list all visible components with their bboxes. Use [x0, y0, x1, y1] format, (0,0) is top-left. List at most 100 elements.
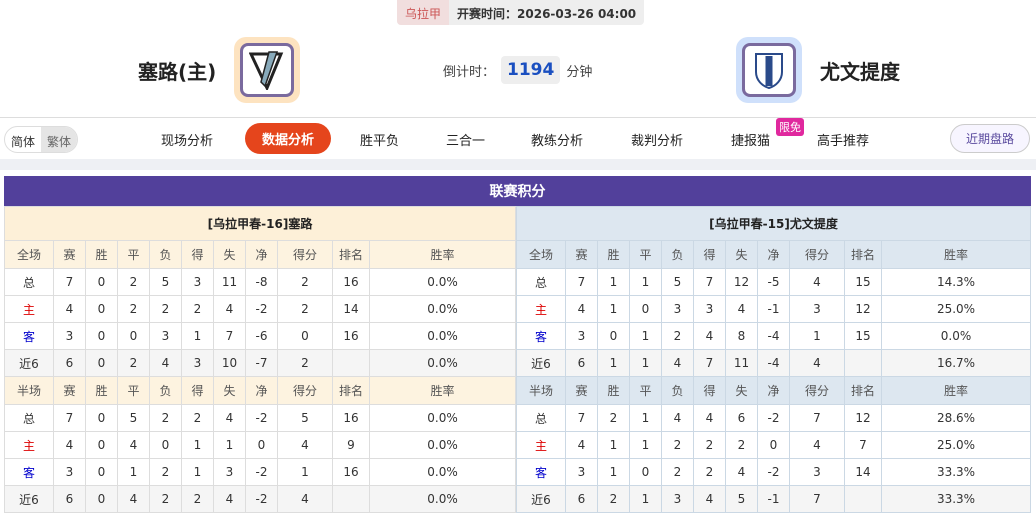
stat-cell: 12: [844, 404, 882, 432]
away-standings-table: [乌拉甲春-15]尤文提度 全场赛胜平负得失净得分 排名 胜率总 7 1 1 5 7 12 -5 4 1…: [516, 206, 1031, 513]
column-header: 排名: [844, 376, 882, 405]
table-row: 总 7 1 1 5 7 12 -5 4 15 14.3%: [516, 268, 1031, 296]
stat-cell: 4: [213, 295, 246, 323]
column-header: 赛: [565, 376, 598, 405]
table-row: 总 7 0 2 5 3 11 -8 2 16 0.0%: [4, 268, 516, 296]
stat-cell: 4: [693, 322, 726, 350]
stat-cell: 2: [117, 349, 150, 377]
kickoff-time: 开赛时间：2026-03-26 04:00: [457, 7, 637, 21]
table-row: 主 4 0 4 0 1 1 0 4 9 0.0%: [4, 431, 516, 459]
stat-cell: 25.0%: [881, 295, 1031, 323]
away-team-logo: [736, 37, 802, 103]
stat-cell: 5: [277, 404, 333, 432]
team-caption: [乌拉甲春-15]尤文提度: [516, 206, 1031, 241]
stat-cell: 3: [149, 322, 182, 350]
stat-cell: 1: [277, 458, 333, 486]
stat-cell: 4: [693, 404, 726, 432]
stat-cell: 4: [117, 485, 150, 513]
stat-cell: -2: [757, 458, 790, 486]
stat-cell: 4: [693, 485, 726, 513]
language-toggle[interactable]: 简体 繁体: [4, 126, 79, 153]
column-header: 胜率: [881, 376, 1031, 405]
stat-cell: 11: [213, 268, 246, 296]
column-header: 胜率: [881, 240, 1031, 269]
tab-live-analysis[interactable]: 现场分析: [161, 134, 214, 149]
league-label[interactable]: 乌拉甲: [397, 0, 450, 25]
tab-referee-analysis[interactable]: 裁判分析: [631, 134, 684, 149]
stat-cell: 2: [661, 458, 694, 486]
tab-1x2[interactable]: 胜平负: [360, 134, 400, 149]
tab-jiebaomao[interactable]: 捷报猫: [731, 134, 771, 149]
row-label: 客: [4, 458, 54, 486]
stat-cell: 2: [693, 458, 726, 486]
stat-cell: 1: [181, 431, 214, 459]
column-header: 负: [149, 376, 182, 405]
away-team-name[interactable]: 尤文提度: [820, 59, 900, 84]
stat-cell: 1: [597, 458, 630, 486]
stat-cell: 11: [725, 349, 758, 377]
row-label: 主: [4, 431, 54, 459]
stat-cell: -2: [245, 295, 278, 323]
stat-cell: -7: [245, 349, 278, 377]
countdown: 倒计时： 1194 分钟: [443, 56, 592, 84]
home-team-name[interactable]: 塞路(主): [138, 59, 217, 84]
stat-cell: 2: [597, 485, 630, 513]
stat-cell: 4: [53, 295, 86, 323]
column-header: 赛: [565, 240, 598, 269]
column-header: 失: [213, 376, 246, 405]
stat-cell: 3: [789, 295, 845, 323]
tab-coach-analysis[interactable]: 教练分析: [531, 134, 584, 149]
stat-cell: 4: [277, 431, 333, 459]
column-header: 负: [661, 376, 694, 405]
lang-traditional[interactable]: 繁体: [41, 127, 78, 152]
stat-cell: 2: [693, 431, 726, 459]
column-header: 净: [757, 240, 790, 269]
stat-cell: 16: [332, 458, 370, 486]
column-header: 平: [629, 240, 662, 269]
stat-cell: 1: [597, 349, 630, 377]
stat-cell: 2: [149, 485, 182, 513]
stat-cell: 2: [181, 404, 214, 432]
column-header: 半场: [516, 376, 566, 405]
column-header: 负: [149, 240, 182, 269]
stat-cell: 1: [213, 431, 246, 459]
stat-cell: 16: [332, 322, 370, 350]
stat-cell: 6: [565, 485, 598, 513]
row-label: 总: [4, 268, 54, 296]
stat-cell: 0: [85, 458, 118, 486]
column-header: 得: [181, 240, 214, 269]
column-header: 净: [245, 240, 278, 269]
stat-cell: 0: [149, 431, 182, 459]
row-label: 近6: [516, 485, 566, 513]
team-caption: [乌拉甲春-16]塞路: [4, 206, 516, 241]
stat-cell: 1: [597, 295, 630, 323]
tab-data-analysis[interactable]: 数据分析: [245, 123, 331, 154]
stat-cell: 7: [565, 268, 598, 296]
table-row: 近6 6 0 4 2 2 4 -2 4 0.0%: [4, 485, 516, 513]
stat-cell: 4: [661, 349, 694, 377]
away-team[interactable]: 尤文提度: [736, 37, 900, 103]
stat-cell: 4: [117, 431, 150, 459]
table-row: 主 4 1 1 2 2 2 0 4 7 25.0%: [516, 431, 1031, 459]
column-header: 排名: [332, 376, 370, 405]
stat-cell: 25.0%: [881, 431, 1031, 459]
stat-cell: 15: [844, 322, 882, 350]
stat-cell: 1: [629, 322, 662, 350]
table-row: 客 3 1 0 2 2 4 -2 3 14 33.3%: [516, 458, 1031, 486]
stat-cell: 0.0%: [369, 458, 516, 486]
stat-cell: 2: [661, 322, 694, 350]
lang-simplified[interactable]: 简体: [11, 135, 36, 149]
stat-cell: 14: [844, 458, 882, 486]
recent-handicap-button[interactable]: 近期盘路: [950, 124, 1030, 153]
stat-cell: 1: [629, 268, 662, 296]
row-label: 客: [4, 322, 54, 350]
table-row: 客 3 0 0 3 1 7 -6 0 16 0.0%: [4, 322, 516, 350]
home-team[interactable]: 塞路(主): [138, 37, 301, 103]
full-header-row: 全场赛胜平负得失净得分 排名 胜率: [516, 240, 1031, 269]
tab-expert-picks[interactable]: 高手推荐: [817, 134, 870, 149]
stat-cell: 8: [725, 322, 758, 350]
tab-three-in-one[interactable]: 三合一: [446, 134, 486, 149]
match-info-badge: 乌拉甲 开赛时间：2026-03-26 04:00: [397, 0, 645, 25]
row-label: 主: [516, 295, 566, 323]
column-header: 胜率: [369, 240, 516, 269]
